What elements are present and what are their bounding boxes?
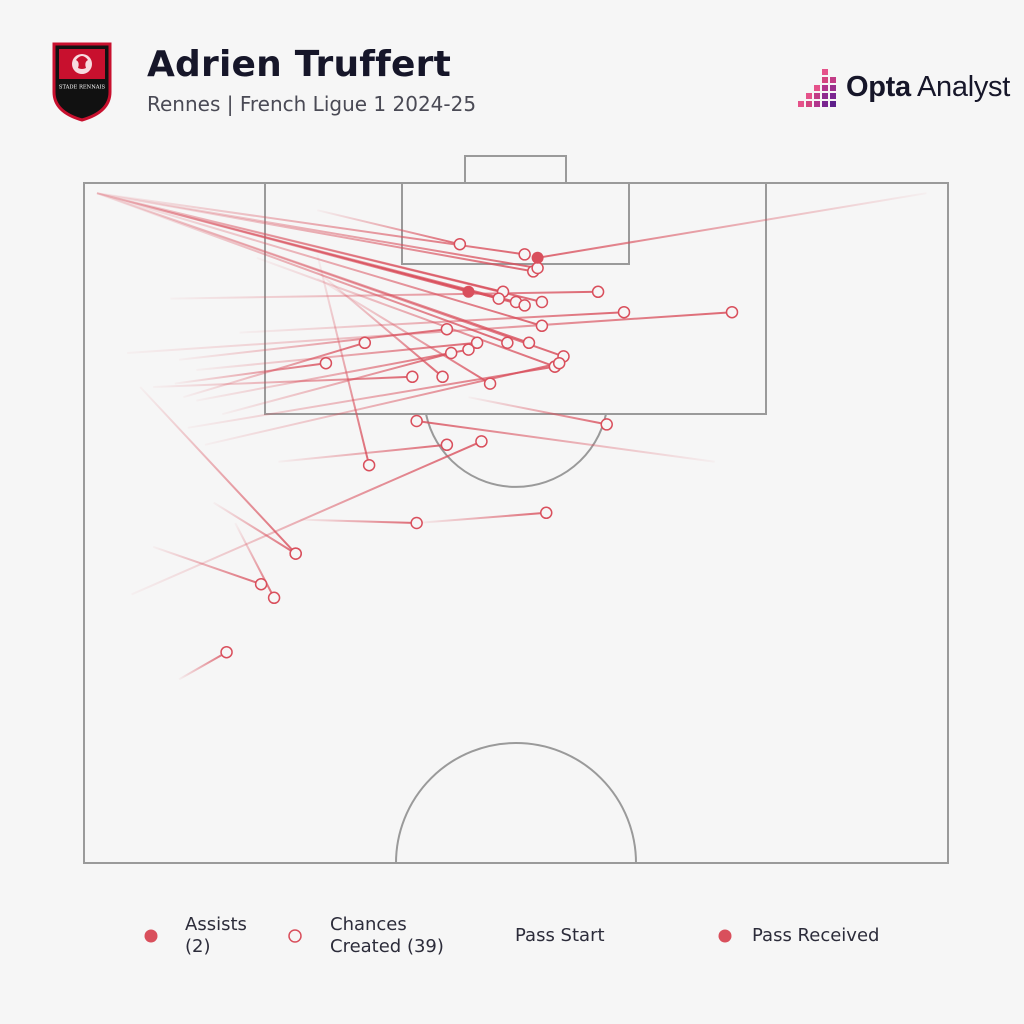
legend-assists-label: Assists (2) xyxy=(185,914,247,958)
chance-end-marker xyxy=(267,591,281,605)
chance-end-marker xyxy=(483,377,497,390)
goal xyxy=(464,155,567,184)
legend-assist-marker xyxy=(144,929,158,943)
pitch-markings xyxy=(83,155,949,864)
brand-bold: Opta xyxy=(846,70,911,103)
chance-pass-line xyxy=(96,192,543,303)
chance-pass-line xyxy=(416,420,715,463)
chance-pass-line xyxy=(96,192,564,358)
chance-end-marker xyxy=(518,248,531,261)
chance-end-marker xyxy=(436,370,449,384)
legend-assists-title: Assists xyxy=(185,914,247,935)
stade-rennais-crest: STADE RENNAIS xyxy=(52,42,112,122)
chance-end-marker xyxy=(518,299,531,312)
chance-pass-line xyxy=(96,192,525,256)
chance-end-marker xyxy=(531,261,544,275)
chance-end-marker xyxy=(220,645,233,659)
assist-end-marker xyxy=(462,285,475,298)
chance-pass-line xyxy=(153,375,413,388)
legend-pass-received-marker xyxy=(718,929,732,943)
chance-end-marker xyxy=(319,356,333,370)
chance-end-marker xyxy=(552,356,566,370)
chance-end-marker xyxy=(522,336,536,350)
chance-pass-line xyxy=(299,518,417,524)
chance-pass-line xyxy=(139,386,297,555)
chance-end-marker xyxy=(362,458,376,472)
chance-end-marker xyxy=(475,435,488,448)
crest-text: STADE RENNAIS xyxy=(59,85,106,91)
chance-pass-line xyxy=(316,254,371,466)
chance-end-marker xyxy=(492,292,505,305)
opta-analyst-logo: Opta Analyst xyxy=(798,66,1010,108)
legend-pass-received: Pass Received xyxy=(752,925,880,946)
opta-logo-icon xyxy=(798,69,836,107)
chance-end-marker xyxy=(410,414,423,428)
chance-end-marker xyxy=(535,295,549,309)
chance-pass-line xyxy=(213,501,297,555)
chance-end-marker xyxy=(539,506,553,520)
legend xyxy=(144,929,732,943)
chance-end-marker xyxy=(591,285,605,299)
chance-pass-line xyxy=(183,341,366,399)
chance-end-marker xyxy=(406,370,419,384)
legend-chances-label: Chances Created (39) xyxy=(330,914,444,958)
chance-pass-line xyxy=(196,348,469,402)
chance-pass-line xyxy=(131,440,482,596)
chance-end-marker xyxy=(440,322,454,336)
chance-end-marker xyxy=(725,305,739,319)
chance-end-marker xyxy=(289,547,302,560)
chance-end-marker xyxy=(501,336,514,350)
chance-end-marker xyxy=(617,305,631,319)
legend-assists-count: (2) xyxy=(185,936,211,957)
chance-pass-line xyxy=(239,311,625,334)
chance-pass-line xyxy=(278,443,447,463)
pitch-outline xyxy=(83,182,949,864)
chance-pass-line xyxy=(127,311,733,354)
chance-end-marker xyxy=(410,516,423,530)
legend-chances-count: Created (39) xyxy=(330,936,444,957)
pass-lines xyxy=(96,192,927,681)
assist-pass-line xyxy=(537,192,927,259)
chance-pass-line xyxy=(178,328,447,361)
six-yard-box xyxy=(401,182,630,265)
chance-end-marker xyxy=(444,346,458,360)
brand-light: Analyst xyxy=(910,70,1011,103)
legend-chances-title: Chances xyxy=(330,914,407,935)
chance-end-marker xyxy=(254,577,268,591)
chance-end-marker xyxy=(462,343,475,356)
chance-pass-line xyxy=(178,651,228,681)
chart-title: Adrien Truffert xyxy=(147,44,451,85)
pass-end-markers xyxy=(220,237,739,659)
chance-pass-line xyxy=(234,522,275,599)
assist-end-marker xyxy=(531,251,544,264)
chance-pass-line xyxy=(204,362,560,446)
chance-end-marker xyxy=(535,319,549,333)
chance-end-marker xyxy=(470,336,484,350)
chance-pass-line xyxy=(174,362,327,385)
chart-subtitle: Rennes | French Ligue 1 2024-25 xyxy=(147,92,477,116)
chance-end-marker xyxy=(358,336,372,350)
legend-chance-marker xyxy=(288,929,302,943)
assist-pass-line xyxy=(96,192,469,293)
chance-end-marker xyxy=(453,237,467,251)
legend-pass-start: Pass Start xyxy=(515,925,605,946)
chance-pass-line xyxy=(468,396,607,426)
chance-pass-line xyxy=(187,365,556,429)
chance-end-marker xyxy=(600,418,613,431)
centre-circle xyxy=(395,742,637,864)
chance-pass-line xyxy=(96,192,538,269)
chance-pass-line xyxy=(170,290,599,300)
chance-pass-line xyxy=(416,511,547,524)
chance-end-marker xyxy=(440,438,454,452)
chance-pass-line xyxy=(316,277,491,385)
chance-pass-line xyxy=(317,209,461,246)
chance-pass-line xyxy=(221,352,452,416)
chance-pass-line xyxy=(152,545,262,586)
penalty-arc xyxy=(425,413,607,488)
